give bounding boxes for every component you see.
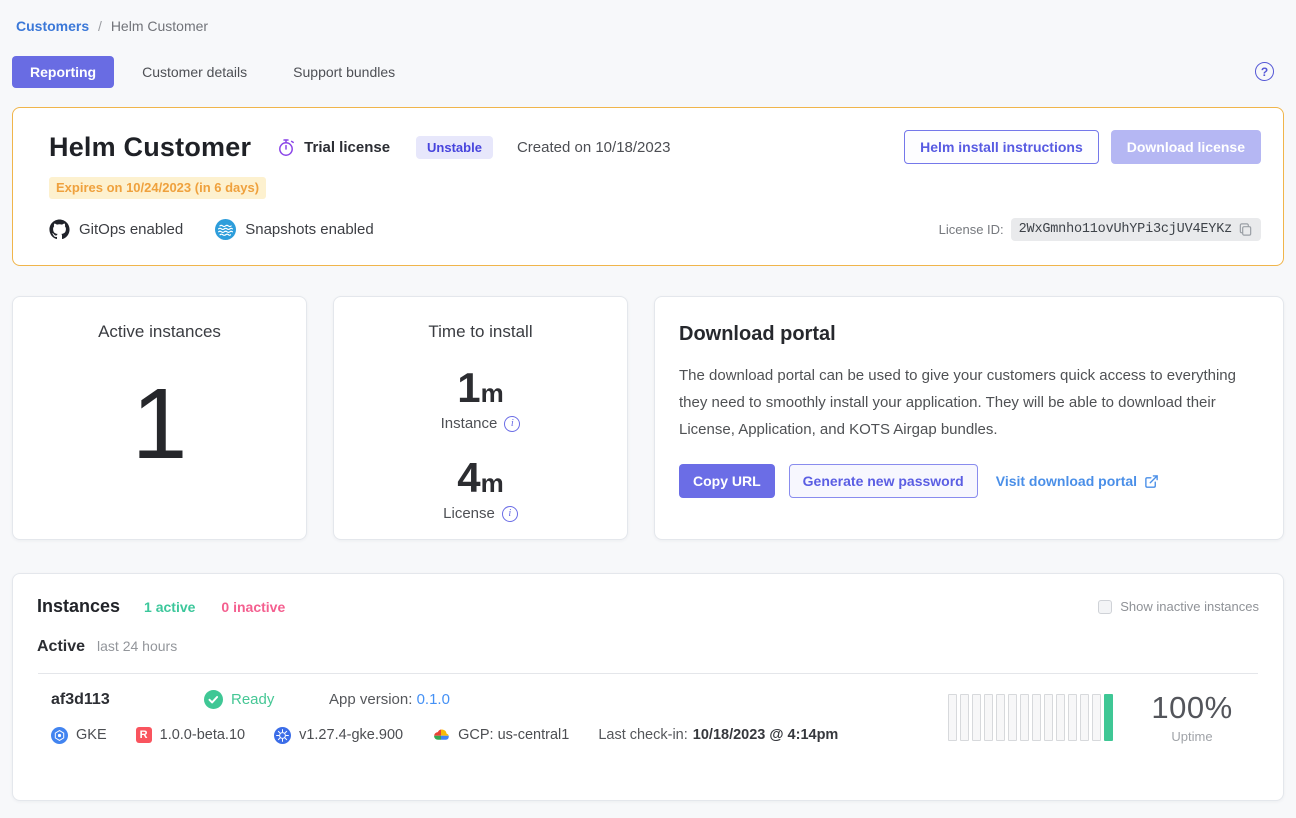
uptime-stat: 100% Uptime [1149,690,1235,744]
kots-version-meta: R 1.0.0-beta.10 [135,727,246,743]
uptime-bar [1080,693,1089,741]
uptime-bar [1044,693,1053,741]
copy-url-button[interactable]: Copy URL [679,464,775,498]
time-to-install-title: Time to install [428,322,533,341]
external-link-icon [1144,474,1159,489]
channel-badge: Unstable [416,135,493,159]
breadcrumb-customers-link[interactable]: Customers [16,18,90,34]
show-inactive-label: Show inactive instances [1120,599,1259,614]
download-license-button[interactable]: Download license [1110,130,1261,164]
time-to-install-card: Time to install 1m Instance i 4m License… [333,296,628,540]
created-date: Created on 10/18/2023 [516,138,671,156]
tab-customer-details[interactable]: Customer details [142,64,248,80]
inactive-count: 0 inactive [221,598,286,615]
uptime-bar [1008,693,1017,741]
app-version: App version: 0.1.0 [329,691,450,708]
instance-id: af3d113 [51,690,110,708]
license-summary-card: Helm Customer Trial license Unstable Cre… [12,107,1284,266]
uptime-bar [1104,693,1113,741]
uptime-bar [948,693,957,741]
gitops-label: GitOps enabled [79,221,184,238]
breadcrumb-separator: / [98,18,102,34]
uptime-bar [1032,693,1041,741]
uptime-bar [996,693,1005,741]
license-id-value: 2WxGmnho11ovUhYPi3cjUV4EYKz [1018,222,1233,237]
license-install-label: License i [334,505,627,522]
visit-download-portal-link[interactable]: Visit download portal [996,473,1159,489]
uptime-value: 100% [1151,690,1233,725]
download-portal-title: Download portal [679,323,836,345]
instances-title: Instances [37,596,121,616]
last-checkin: Last check-in: 10/18/2023 @ 4:14pm [598,727,839,743]
uptime-bar [1056,693,1065,741]
active-instances-card: Active instances 1 [12,296,307,540]
license-id-group: License ID: 2WxGmnho11ovUhYPi3cjUV4EYKz [939,218,1261,241]
distribution-label: GKE [76,727,107,743]
check-circle-icon [204,690,223,709]
visit-portal-label: Visit download portal [995,473,1138,489]
show-inactive-toggle[interactable]: Show inactive instances [1098,599,1259,614]
download-portal-card: Download portal The download portal can … [654,296,1284,540]
info-icon[interactable]: i [501,505,518,522]
active-count: 1 active [144,598,196,615]
active-section-range: last 24 hours [97,638,178,654]
snapshots-feature: Snapshots enabled [215,219,374,240]
distribution-meta: GKE [51,726,107,744]
helm-install-instructions-button[interactable]: Helm install instructions [904,130,1099,164]
copy-icon[interactable] [1238,222,1253,237]
license-install-time: 4m [457,454,504,501]
active-instances-value: 1 [131,368,188,480]
license-id-label: License ID: [938,222,1004,237]
replicated-icon: R [135,727,152,743]
instance-status: Ready [204,690,329,709]
uptime-label: Uptime [1171,729,1213,744]
tab-bar: Reporting Customer details Support bundl… [12,56,1284,88]
gke-icon [51,726,68,744]
tab-reporting[interactable]: Reporting [12,56,115,88]
stopwatch-icon [277,138,296,157]
snapshots-label: Snapshots enabled [245,221,374,238]
kubernetes-icon [274,726,292,744]
gitops-feature: GitOps enabled [49,219,183,240]
uptime-bar [972,693,981,741]
license-type-label: Trial license [304,138,391,156]
license-type: Trial license [277,138,390,157]
k8s-version-meta: v1.27.4-gke.900 [274,726,404,744]
cloud-meta: GCP: us-central1 [432,726,569,744]
uptime-bar [1068,693,1077,741]
breadcrumb-current: Helm Customer [110,18,209,34]
show-inactive-checkbox[interactable] [1098,599,1113,614]
k8s-version-label: v1.27.4-gke.900 [299,727,404,743]
generate-password-button[interactable]: Generate new password [788,464,978,498]
license-id-pill: 2WxGmnho11ovUhYPi3cjUV4EYKz [1010,218,1261,241]
info-icon[interactable]: i [504,415,521,432]
snapshots-icon [215,219,237,240]
active-instances-title: Active instances [98,322,221,341]
divider [38,673,1258,674]
instance-status-label: Ready [231,691,275,708]
customer-title: Helm Customer [49,131,252,162]
uptime-bar [1020,693,1029,741]
github-icon [49,219,70,240]
instance-install-label: Instance i [334,415,627,432]
help-icon[interactable]: ? [1255,62,1274,81]
uptime-bar [1092,693,1101,741]
gcp-icon [432,726,450,744]
download-portal-description: The download portal can be used to give … [679,367,1236,438]
app-version-link[interactable]: 0.1.0 [416,691,450,708]
uptime-bar [984,693,993,741]
instances-card: Instances 1 active 0 inactive Show inact… [12,573,1284,801]
instance-install-time: 1m [457,364,504,411]
active-section-label: Active [37,638,86,655]
expires-badge: Expires on 10/24/2023 (in 6 days) [49,177,267,199]
tab-support-bundles[interactable]: Support bundles [293,64,396,80]
breadcrumb: Customers / Helm Customer [16,18,1284,34]
kots-version-label: 1.0.0-beta.10 [159,727,246,743]
uptime-bars [948,693,1113,741]
cloud-label: GCP: us-central1 [458,727,570,743]
uptime-bar [960,693,969,741]
instance-row[interactable]: af3d113 Ready App version: 0.1.0 [37,674,1259,752]
